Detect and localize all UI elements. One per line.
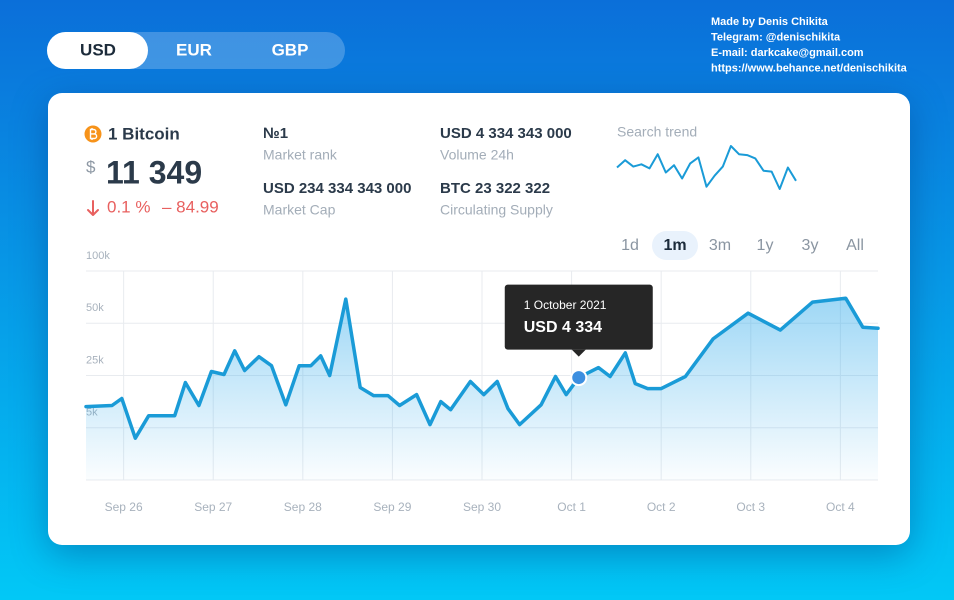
range-tab[interactable]: All — [846, 237, 864, 254]
range-tab[interactable]: 1y — [757, 237, 774, 254]
credit-line: Telegram: @denischikita — [711, 32, 841, 44]
stat-value: USD 234 334 343 000 — [263, 180, 411, 197]
x-tick-label: Oct 4 — [826, 500, 855, 514]
range-tab[interactable]: 1d — [621, 237, 639, 254]
range-tab[interactable]: 3m — [709, 237, 731, 254]
x-tick-label: Sep 27 — [194, 500, 232, 514]
currency-tab-selected — [47, 32, 148, 69]
currency-symbol: $ — [86, 157, 96, 176]
change-value: – 84.99 — [162, 197, 219, 216]
price-line — [84, 296, 880, 440]
stat-value: BTC 23 322 322 — [440, 180, 550, 197]
tooltip-title: 1 October 2021 — [524, 298, 607, 312]
currency-tab[interactable]: EUR — [176, 40, 212, 59]
search-trend-title: Search trend — [617, 124, 697, 140]
stat-value: №1 — [263, 125, 288, 142]
x-tick-label: Oct 1 — [557, 500, 586, 514]
credit-line: https://www.behance.net/denischikita — [711, 63, 908, 75]
x-tick-label: Oct 3 — [736, 500, 765, 514]
down-arrow-icon — [87, 200, 99, 216]
credit-line: Made by Denis Chikita — [711, 16, 829, 28]
search-trend-line — [616, 145, 797, 190]
y-tick-label: 50k — [86, 302, 104, 314]
bitcoin-icon — [84, 125, 102, 143]
stat-label: Circulating Supply — [440, 202, 553, 218]
range-tab-selected — [652, 231, 698, 260]
highlight-point — [570, 369, 588, 387]
tooltip-value: USD 4 334 — [524, 319, 602, 336]
stat-label: Volume 24h — [440, 147, 514, 163]
stat-label: Market Cap — [263, 202, 336, 218]
x-tick-label: Sep 26 — [105, 500, 143, 514]
stat-label: Market rank — [263, 147, 338, 163]
range-tab[interactable]: 3y — [802, 237, 819, 254]
x-tick-label: Sep 29 — [373, 500, 411, 514]
tooltip-pointer — [571, 349, 586, 357]
tooltip-box — [504, 284, 653, 350]
currency-tab[interactable]: USD — [80, 40, 116, 59]
y-tick-label: 100k — [86, 250, 110, 262]
credit-line: E-mail: darkcake@gmail.com — [711, 47, 864, 59]
price: 11 349 — [106, 154, 202, 190]
area-fill — [86, 298, 878, 480]
stat-value: USD 4 334 343 000 — [440, 125, 572, 142]
range-tab[interactable]: 1m — [663, 237, 686, 254]
x-tick-label: Sep 30 — [463, 500, 501, 514]
x-tick-label: Sep 28 — [284, 500, 322, 514]
currency-tab[interactable]: GBP — [272, 40, 309, 59]
coin-name: 1 Bitcoin — [108, 124, 180, 143]
y-tick-label: 25k — [86, 354, 104, 366]
change-percent: 0.1 % — [107, 197, 150, 216]
x-tick-label: Oct 2 — [647, 500, 676, 514]
